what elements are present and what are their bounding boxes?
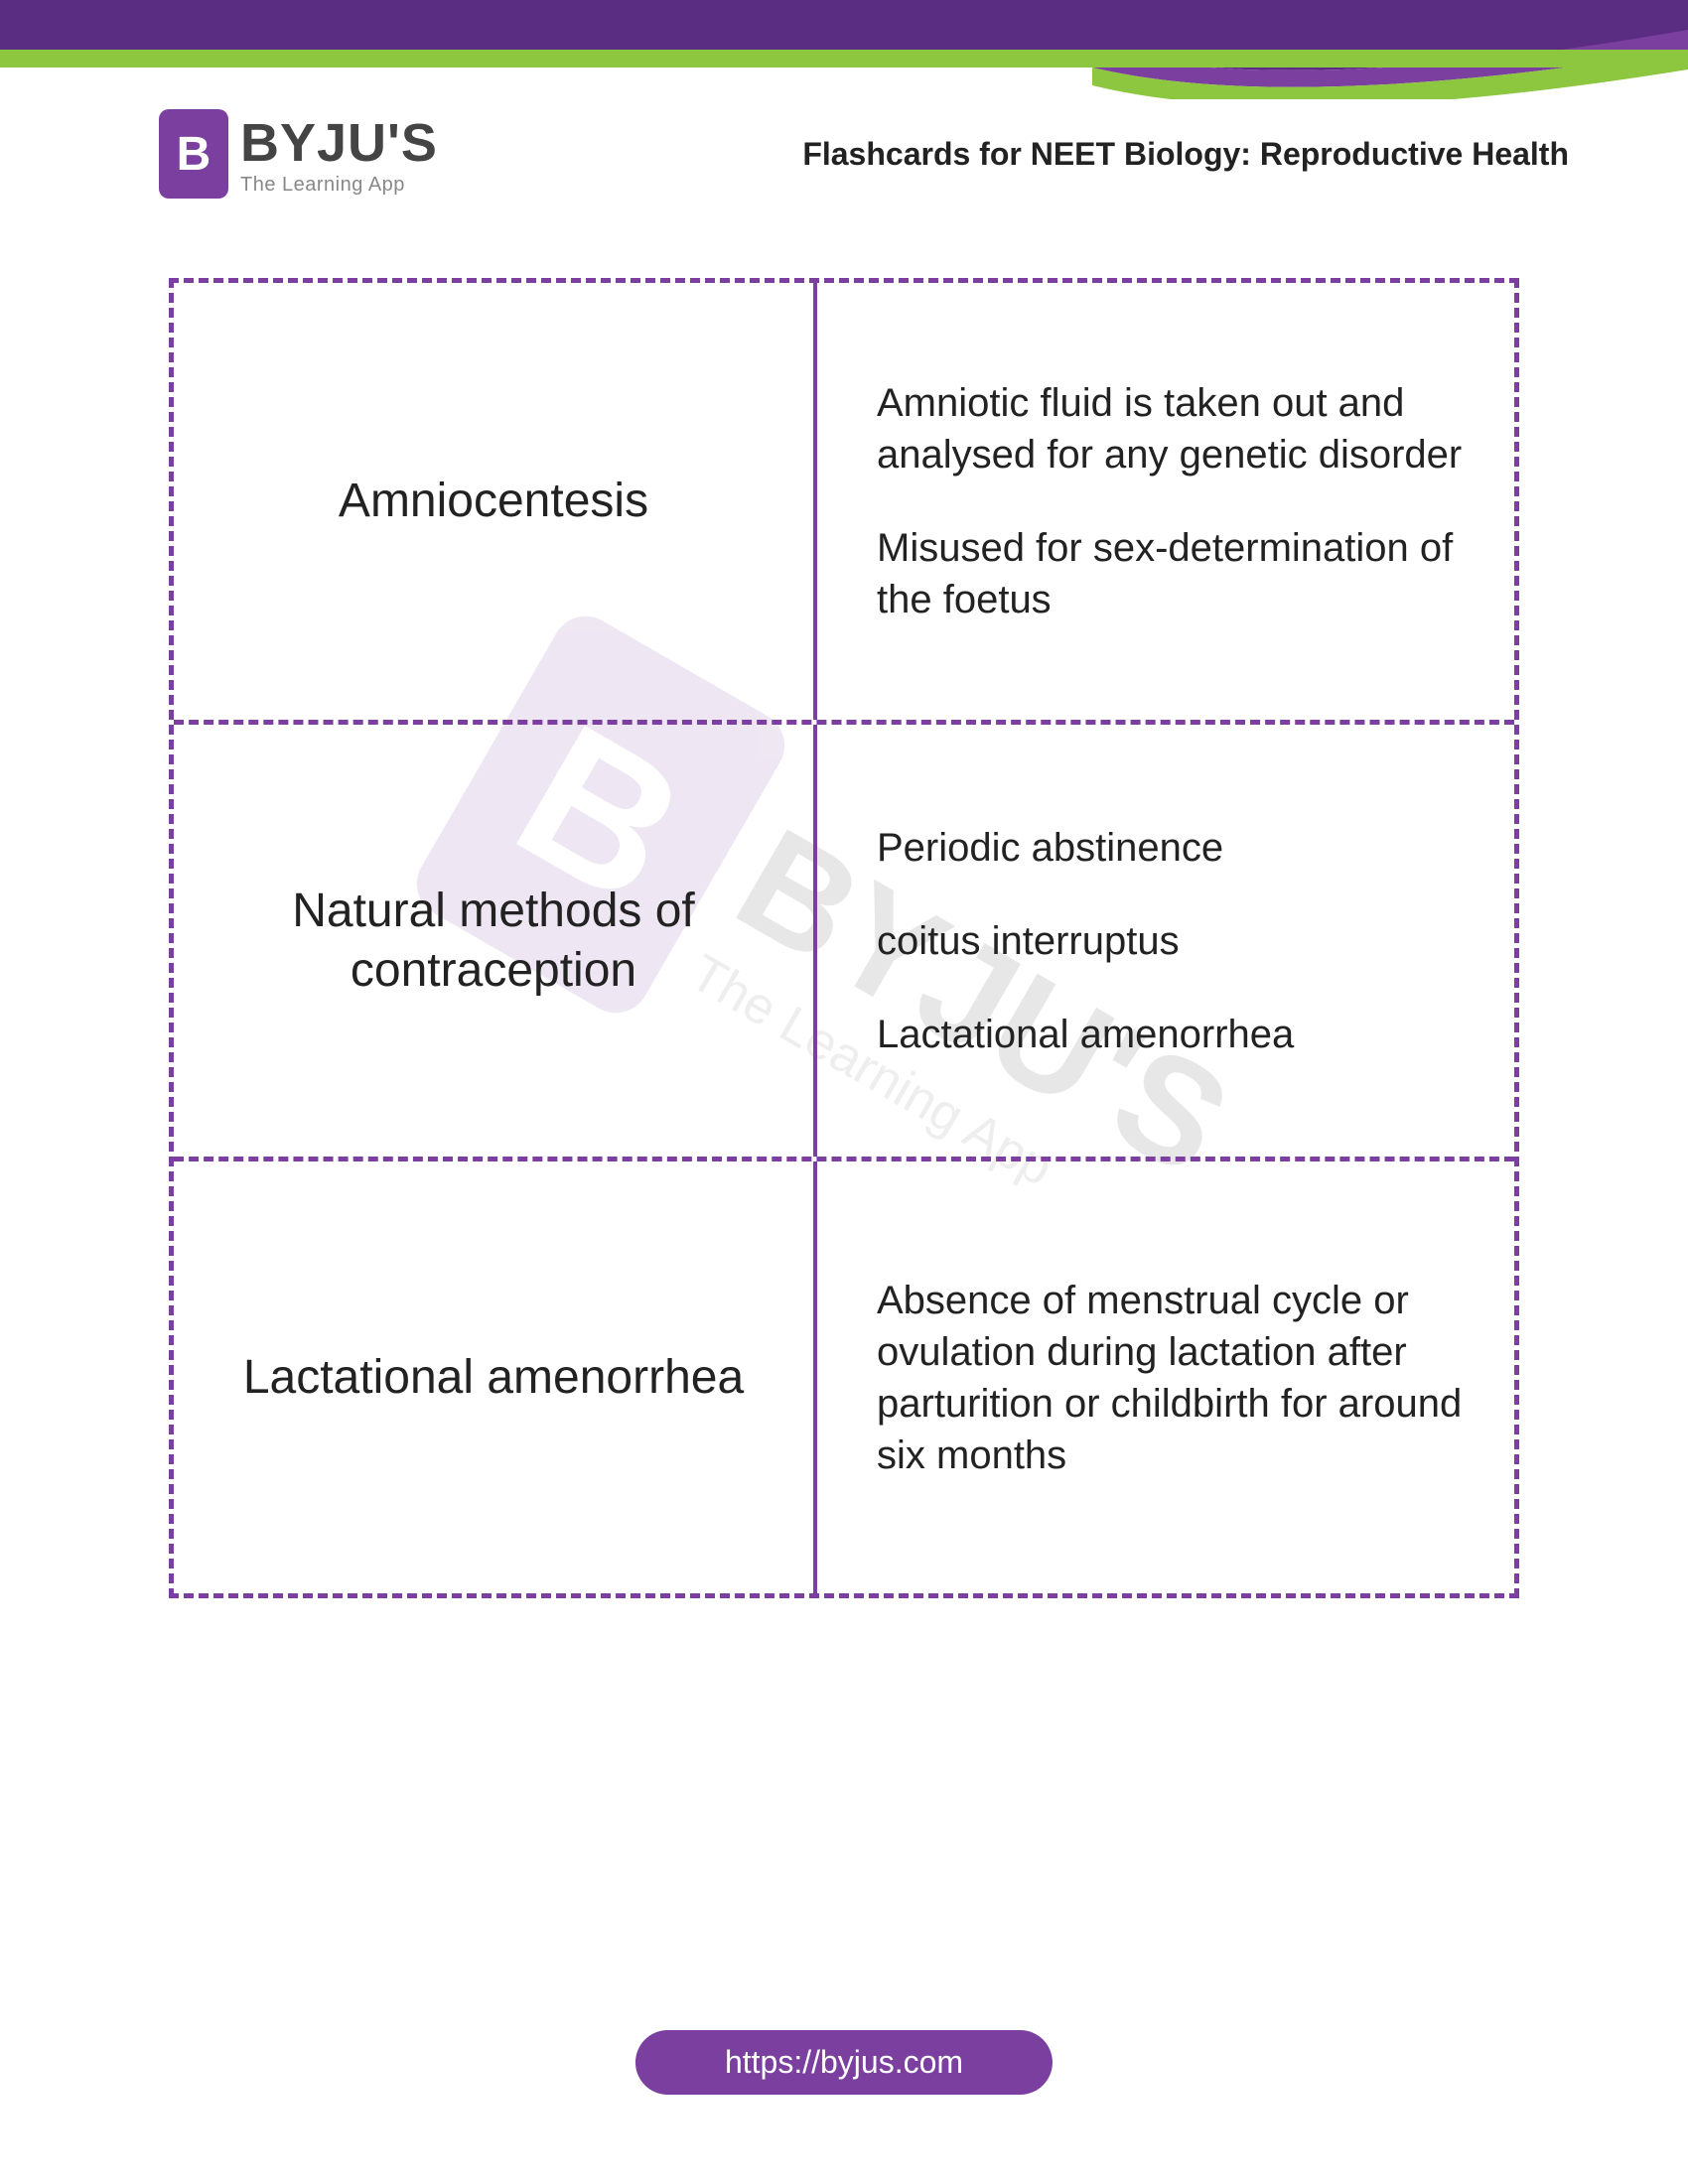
flashcard-term: Natural methods of contraception [174,725,817,1157]
footer-url[interactable]: https://byjus.com [635,2030,1053,2095]
flashcard-definition: Absence of menstrual cycle or ovulation … [817,1161,1514,1593]
term-text: Natural methods of contraception [223,882,764,1001]
banner-curve [1092,0,1688,99]
flashcard-area: BYJU'S The Learning App Amniocentesis Am… [169,278,1519,1598]
footer: https://byjus.com [635,2030,1053,2095]
logo-badge-letter: B [177,127,211,182]
logo-badge-icon: B [159,109,228,199]
definition-text: Misused for sex-determination of the foe… [877,522,1465,625]
logo-text: BYJU'S The Learning App [240,112,438,197]
logo-brand: BYJU'S [240,112,438,174]
definition-text: Periodic abstinence [877,822,1465,874]
flashcard-term: Amniocentesis [174,283,817,720]
flashcard-definition: Periodic abstinence coitus interruptus L… [817,725,1514,1157]
table-row: Lactational amenorrhea Absence of menstr… [174,1157,1514,1593]
flashcard-table: Amniocentesis Amniotic fluid is taken ou… [169,278,1519,1598]
table-row: Natural methods of contraception Periodi… [174,720,1514,1157]
term-text: Lactational amenorrhea [243,1348,744,1408]
logo: B BYJU'S The Learning App [159,109,438,199]
page-title: Flashcards for NEET Biology: Reproductiv… [802,136,1569,173]
definition-text: coitus interruptus [877,915,1465,967]
flashcard-term: Lactational amenorrhea [174,1161,817,1593]
term-text: Amniocentesis [339,472,648,531]
table-row: Amniocentesis Amniotic fluid is taken ou… [174,283,1514,720]
definition-text: Absence of menstrual cycle or ovulation … [877,1275,1465,1481]
top-banner [0,0,1688,50]
definition-text: Amniotic fluid is taken out and analysed… [877,377,1465,480]
flashcard-definition: Amniotic fluid is taken out and analysed… [817,283,1514,720]
logo-tagline: The Learning App [240,174,438,197]
definition-text: Lactational amenorrhea [877,1009,1465,1060]
